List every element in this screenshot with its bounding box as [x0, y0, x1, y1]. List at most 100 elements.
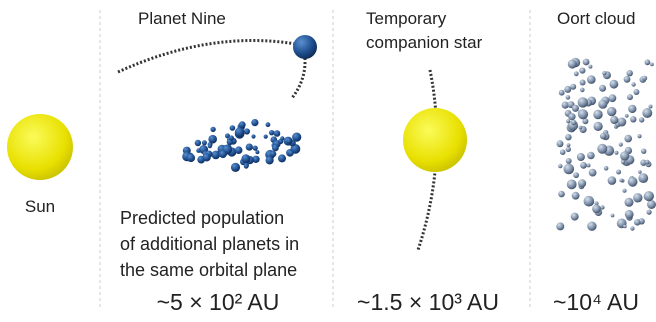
body: [266, 156, 274, 164]
body: [266, 122, 271, 127]
body: [624, 135, 632, 143]
body: [255, 150, 259, 154]
body: [622, 189, 626, 193]
body: [647, 200, 656, 209]
body: [567, 180, 577, 190]
body: [230, 125, 236, 131]
body: [599, 85, 606, 92]
body: [278, 154, 286, 162]
body: [610, 116, 618, 124]
body: [570, 84, 576, 90]
body: [620, 151, 629, 160]
body: [208, 144, 212, 148]
body: [642, 76, 647, 81]
body: [619, 142, 623, 146]
body: [625, 198, 634, 207]
planet-nine-title: Planet Nine: [138, 9, 226, 28]
body: [623, 225, 627, 229]
body: [615, 151, 619, 155]
description-line: of additional planets in: [120, 234, 299, 254]
body: [571, 213, 579, 221]
body: [203, 153, 211, 161]
body: [592, 205, 601, 214]
body: [580, 88, 585, 93]
body: [566, 119, 570, 123]
body: [568, 113, 575, 120]
body: [617, 118, 626, 127]
body: [235, 146, 243, 154]
body: [578, 109, 588, 119]
body: [638, 173, 648, 183]
body: [229, 135, 234, 140]
body: [231, 163, 240, 172]
body: [630, 116, 636, 122]
body: [202, 140, 207, 145]
body: [634, 219, 641, 226]
companion-title: companion star: [366, 33, 483, 52]
distance-label: ~5 × 10² AU: [157, 289, 280, 315]
body: [630, 226, 634, 230]
page: {"sun": {"label": "Sun"}, "planet_nine":…: [0, 0, 656, 322]
diagram: Sun Planet Nine Predicted population of …: [0, 0, 656, 322]
body: [637, 134, 641, 138]
planet-cluster: [182, 119, 301, 172]
body: [251, 134, 255, 138]
body: [566, 158, 572, 164]
body: [280, 136, 284, 140]
body: [195, 140, 201, 146]
body: [560, 149, 566, 155]
body: [578, 97, 588, 107]
body: [572, 105, 579, 112]
body: [270, 151, 276, 157]
body: [644, 191, 654, 201]
body: [580, 80, 586, 86]
orbit: [292, 58, 305, 98]
body: [639, 117, 644, 122]
body: [187, 154, 195, 162]
body: [274, 130, 281, 137]
body: [239, 121, 246, 128]
body: [572, 192, 580, 200]
body: [627, 70, 633, 76]
body: [602, 71, 606, 75]
body: [566, 147, 571, 152]
body: [633, 89, 639, 95]
body: [558, 164, 562, 168]
body: [628, 177, 638, 187]
body: [288, 151, 293, 156]
body: [611, 214, 615, 218]
body: [587, 163, 591, 167]
body: [287, 139, 292, 144]
body: [647, 210, 652, 215]
body: [600, 133, 606, 139]
body: [235, 128, 245, 138]
companion-star: [403, 108, 467, 172]
body: [594, 122, 603, 131]
oort-title: Oort cloud: [557, 9, 635, 28]
body: [598, 100, 607, 109]
body: [577, 153, 585, 161]
body: [578, 179, 586, 187]
body: [627, 94, 633, 100]
body: [272, 145, 279, 152]
body: [638, 170, 642, 174]
body: [624, 76, 631, 83]
body: [568, 60, 577, 69]
body: [253, 146, 258, 151]
body: [565, 134, 571, 140]
body: [625, 114, 629, 118]
body: [587, 222, 596, 231]
body: [589, 169, 597, 177]
body: [244, 164, 249, 169]
body: [557, 140, 564, 147]
body: [566, 95, 571, 100]
body: [579, 68, 585, 74]
body: [558, 191, 565, 198]
distance-label: ~1.5 × 10³ AU: [357, 289, 499, 315]
body: [633, 193, 642, 202]
body: [609, 94, 617, 102]
body: [219, 150, 227, 158]
body: [619, 179, 623, 183]
body: [574, 71, 579, 76]
body: [580, 162, 587, 169]
